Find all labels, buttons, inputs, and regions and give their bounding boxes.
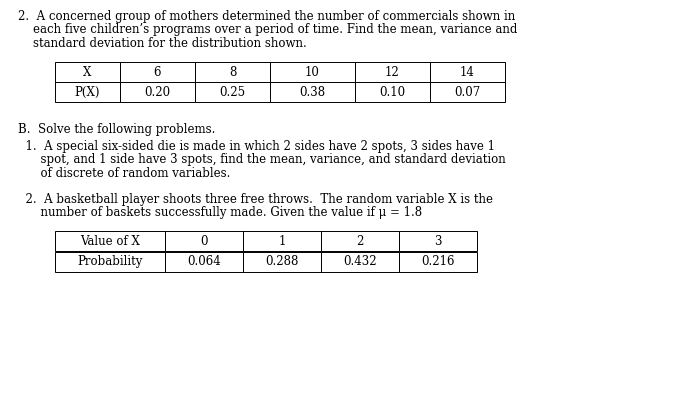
Text: B.  Solve the following problems.: B. Solve the following problems. bbox=[18, 122, 215, 136]
Text: 12: 12 bbox=[385, 66, 400, 79]
Bar bbox=[243, 252, 321, 272]
Bar bbox=[195, 62, 270, 83]
Bar bbox=[55, 252, 165, 272]
Text: 3: 3 bbox=[434, 235, 441, 248]
Text: P(X): P(X) bbox=[75, 86, 100, 99]
Bar bbox=[195, 83, 270, 102]
Text: X: X bbox=[83, 66, 92, 79]
Bar bbox=[430, 83, 505, 102]
Text: Probability: Probability bbox=[77, 255, 143, 268]
Bar bbox=[165, 252, 243, 272]
Bar bbox=[55, 83, 120, 102]
Bar bbox=[270, 62, 355, 83]
Text: 2.  A basketball player shoots three free throws.  The random variable X is the: 2. A basketball player shoots three free… bbox=[18, 192, 493, 206]
Bar bbox=[55, 231, 165, 252]
Text: 1: 1 bbox=[279, 235, 285, 248]
Text: 0.064: 0.064 bbox=[187, 255, 221, 268]
Bar bbox=[355, 62, 430, 83]
Text: 0.432: 0.432 bbox=[343, 255, 377, 268]
Bar bbox=[120, 83, 195, 102]
Text: 0.25: 0.25 bbox=[219, 86, 246, 99]
Bar bbox=[321, 231, 399, 252]
Bar bbox=[165, 231, 243, 252]
Bar bbox=[399, 252, 477, 272]
Text: 0.288: 0.288 bbox=[265, 255, 299, 268]
Text: 10: 10 bbox=[305, 66, 320, 79]
Bar bbox=[55, 62, 120, 83]
Bar bbox=[430, 62, 505, 83]
Text: 8: 8 bbox=[229, 66, 236, 79]
Text: 0.20: 0.20 bbox=[145, 86, 170, 99]
Text: Value of X: Value of X bbox=[80, 235, 140, 248]
Text: standard deviation for the distribution shown.: standard deviation for the distribution … bbox=[18, 37, 307, 50]
Bar bbox=[355, 83, 430, 102]
Bar bbox=[120, 62, 195, 83]
Text: number of baskets successfully made. Given the value if μ = 1.8: number of baskets successfully made. Giv… bbox=[18, 206, 422, 219]
Text: spot, and 1 side have 3 spots, find the mean, variance, and standard deviation: spot, and 1 side have 3 spots, find the … bbox=[18, 153, 505, 166]
Text: 0: 0 bbox=[201, 235, 208, 248]
Text: 2: 2 bbox=[356, 235, 363, 248]
Text: 0.07: 0.07 bbox=[454, 86, 481, 99]
Text: 0.10: 0.10 bbox=[380, 86, 406, 99]
Bar bbox=[321, 252, 399, 272]
Bar bbox=[399, 231, 477, 252]
Text: of discrete of random variables.: of discrete of random variables. bbox=[18, 167, 230, 180]
Bar bbox=[270, 83, 355, 102]
Text: 6: 6 bbox=[153, 66, 162, 79]
Text: 0.38: 0.38 bbox=[299, 86, 326, 99]
Text: 14: 14 bbox=[460, 66, 475, 79]
Text: 1.  A special six-sided die is made in which 2 sides have 2 spots, 3 sides have : 1. A special six-sided die is made in wh… bbox=[18, 140, 495, 153]
Text: each five children’s programs over a period of time. Find the mean, variance and: each five children’s programs over a per… bbox=[18, 23, 518, 37]
Bar bbox=[243, 231, 321, 252]
Text: 0.216: 0.216 bbox=[421, 255, 455, 268]
Text: 2.  A concerned group of mothers determined the number of commercials shown in: 2. A concerned group of mothers determin… bbox=[18, 10, 516, 23]
